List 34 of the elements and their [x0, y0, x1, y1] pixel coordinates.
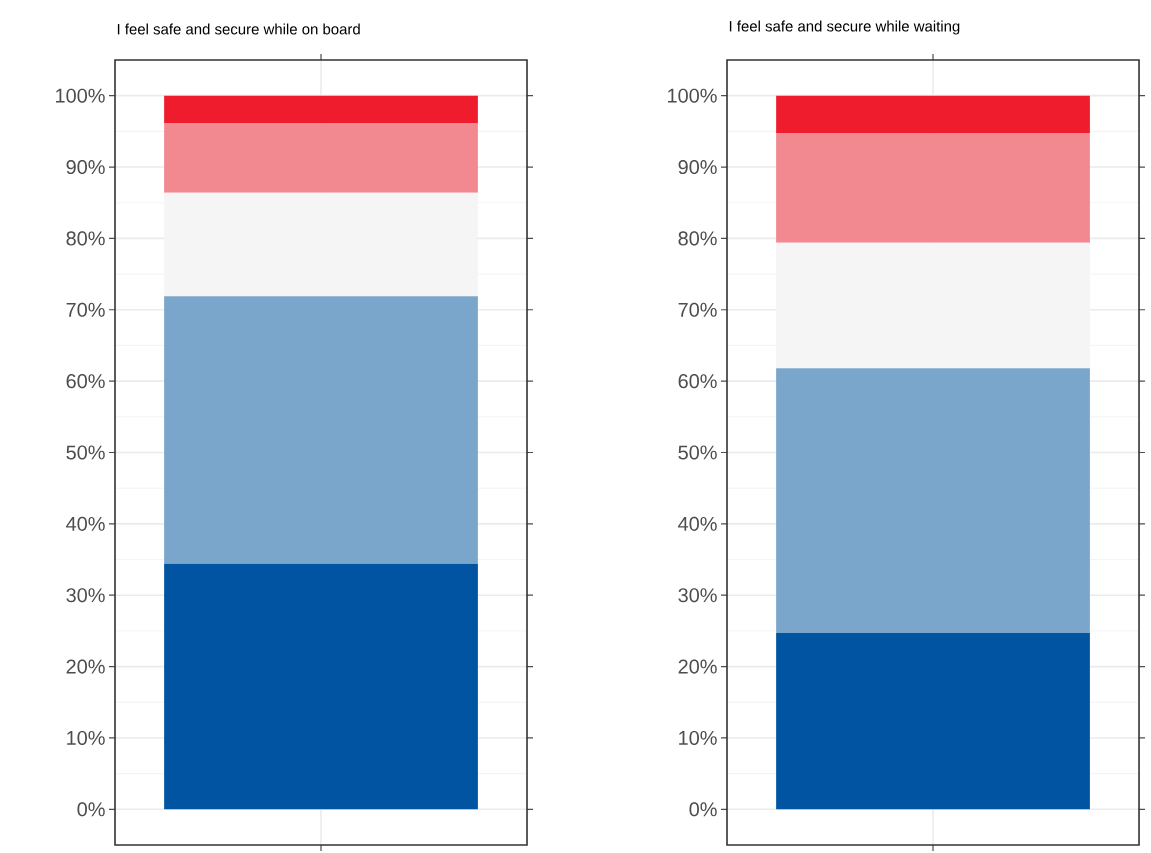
y-tick-label: 60% [66, 374, 105, 389]
y-tick-label: 100% [56, 88, 105, 103]
y-tick-label: 60% [678, 374, 717, 389]
bar [164, 95, 478, 124]
y-tick-label: 30% [66, 588, 105, 603]
y-tick-label: 70% [678, 302, 717, 317]
y-tick-label: 70% [66, 302, 105, 317]
y-tick-label: 50% [678, 445, 717, 460]
y-tick-label: 10% [67, 730, 105, 745]
y-tick-label: 80% [678, 231, 717, 246]
y-tick-label: 100% [668, 88, 717, 103]
y-tick-label: 90% [66, 159, 105, 175]
y-tick-label: 50% [66, 445, 105, 460]
y-tick-label: 90% [678, 159, 717, 175]
y-tick-label: 0% [77, 802, 105, 817]
chart-title: I feel safe and secure while waiting [729, 20, 960, 35]
bar [164, 563, 478, 810]
bar [776, 95, 1090, 134]
y-tick-label: 40% [66, 516, 105, 531]
y-tick-label: 80% [66, 231, 105, 246]
y-tick-label: 30% [678, 588, 717, 603]
y-tick-label: 10% [679, 730, 717, 745]
bar [164, 296, 478, 564]
chart-title: I feel safe and secure while on board [117, 23, 360, 35]
bar [776, 242, 1090, 369]
bar [776, 633, 1090, 810]
bar [164, 123, 478, 193]
y-tick-label: 20% [678, 659, 717, 674]
bar [164, 192, 478, 297]
bar [776, 133, 1090, 243]
bar [776, 368, 1090, 634]
y-tick-label: 40% [678, 516, 717, 531]
y-tick-label: 0% [689, 802, 717, 817]
y-tick-label: 20% [66, 659, 105, 674]
